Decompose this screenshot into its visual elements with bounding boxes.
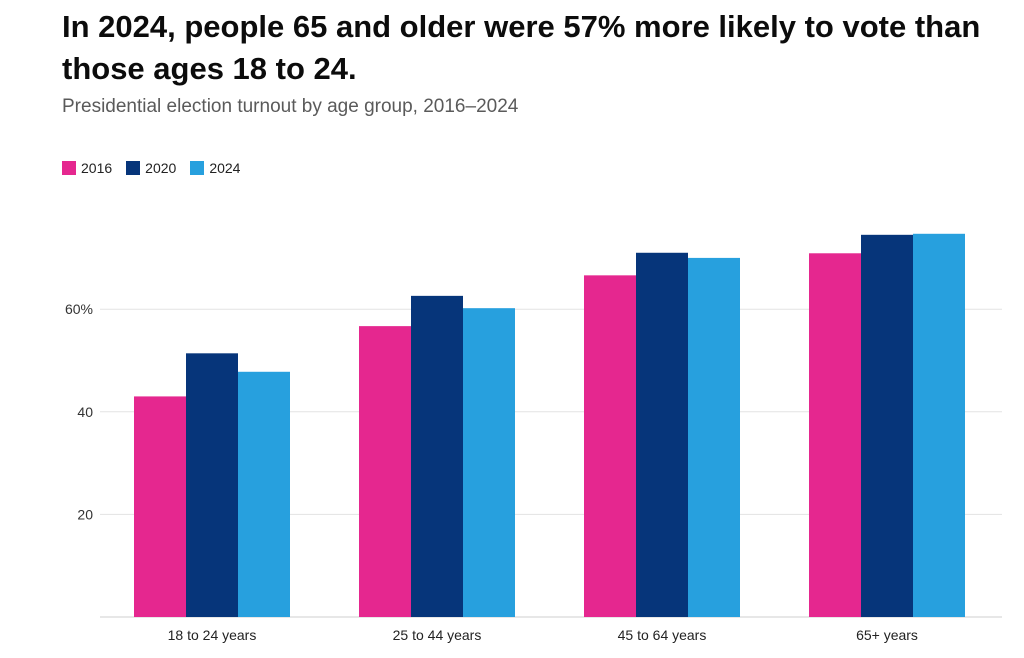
legend-swatch-2024 [190, 161, 205, 175]
y-tick-label-60: 60% [65, 301, 93, 317]
bar-2024-3 [913, 233, 965, 617]
legend-label-2016: 2016 [81, 160, 113, 176]
bar-2020-2 [636, 252, 688, 617]
x-tick-label-1: 25 to 44 years [393, 627, 482, 643]
legend-label-2020: 2020 [145, 160, 177, 176]
bar-2016-3 [809, 253, 861, 617]
legend-label-2024: 2024 [209, 160, 241, 176]
bar-2020-1 [411, 295, 463, 617]
chart-subtitle: Presidential election turnout by age gro… [62, 96, 519, 117]
legend-item-2024[interactable]: 2024 [190, 160, 240, 176]
legend-swatch-2016 [62, 161, 76, 175]
chart-title: In 2024, people 65 and older were 57% mo… [62, 9, 981, 86]
x-tick-label-2: 45 to 64 years [618, 627, 707, 643]
x-tick-label-3: 65+ years [856, 627, 918, 643]
bar-2024-2 [688, 257, 740, 617]
legend: 2016 2020 2024 [62, 160, 240, 176]
legend-swatch-2020 [126, 161, 141, 175]
legend-item-2016[interactable]: 2016 [62, 160, 112, 176]
y-tick-label-40: 40 [77, 404, 93, 420]
x-tick-label-0: 18 to 24 years [168, 627, 257, 643]
bar-2020-3 [861, 234, 913, 617]
bar-2024-1 [463, 308, 515, 617]
bar-2016-2 [584, 275, 636, 617]
y-tick-label-20: 20 [77, 506, 93, 522]
bar-2024-0 [238, 371, 290, 617]
bar-2016-1 [359, 326, 411, 617]
legend-item-2020[interactable]: 2020 [126, 160, 176, 176]
bar-2020-0 [186, 353, 238, 617]
bar-2016-0 [134, 396, 186, 617]
